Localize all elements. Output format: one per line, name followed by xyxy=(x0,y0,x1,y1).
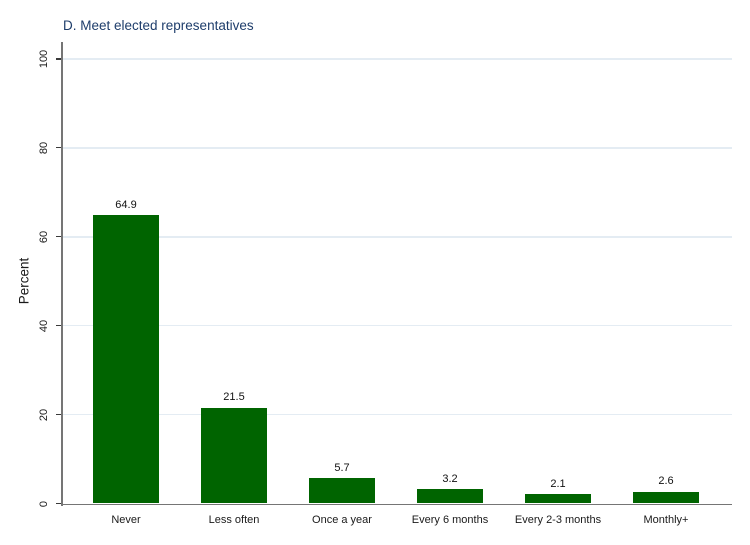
gridline xyxy=(62,413,732,416)
y-tick xyxy=(55,58,63,60)
x-category-label: Once a year xyxy=(312,513,372,526)
bar xyxy=(93,215,159,504)
x-category-label: Never xyxy=(111,513,141,526)
y-tick-label: 60 xyxy=(38,230,50,243)
y-tick-label: 80 xyxy=(38,141,50,155)
x-category-label: Monthly+ xyxy=(643,513,689,526)
y-tick-label: 40 xyxy=(38,319,50,332)
y-tick-label: 100 xyxy=(38,49,50,69)
bar-value-label: 64.9 xyxy=(115,198,137,211)
bar-value-label: 5.7 xyxy=(334,461,350,474)
y-tick xyxy=(55,502,63,505)
y-tick-label: 0 xyxy=(38,500,50,507)
gridline xyxy=(62,324,732,327)
gridline xyxy=(62,236,732,238)
x-category-label: Every 2-3 months xyxy=(514,513,602,526)
y-tick xyxy=(55,414,63,416)
y-tick-label: 20 xyxy=(38,408,50,421)
bar xyxy=(633,491,699,504)
y-tick xyxy=(55,236,63,238)
gridline xyxy=(62,147,732,149)
x-category-label: Every 6 months xyxy=(411,513,489,526)
x-axis-line xyxy=(61,503,732,506)
bar-value-label: 3.2 xyxy=(442,472,458,485)
x-category-label: Less often xyxy=(208,513,260,526)
bar-value-label: 2.6 xyxy=(658,475,674,488)
bar-value-label: 2.1 xyxy=(550,477,566,490)
gridline xyxy=(62,58,732,60)
y-tick xyxy=(55,325,63,327)
bar xyxy=(309,478,375,504)
bar xyxy=(525,494,591,504)
y-axis-line xyxy=(61,42,63,506)
bar xyxy=(417,489,483,504)
chart-title: D. Meet elected representatives xyxy=(63,18,254,33)
y-tick xyxy=(55,147,63,149)
bar xyxy=(201,407,267,504)
bar-value-label: 21.5 xyxy=(223,391,245,404)
y-axis-title: Percent xyxy=(16,257,32,305)
